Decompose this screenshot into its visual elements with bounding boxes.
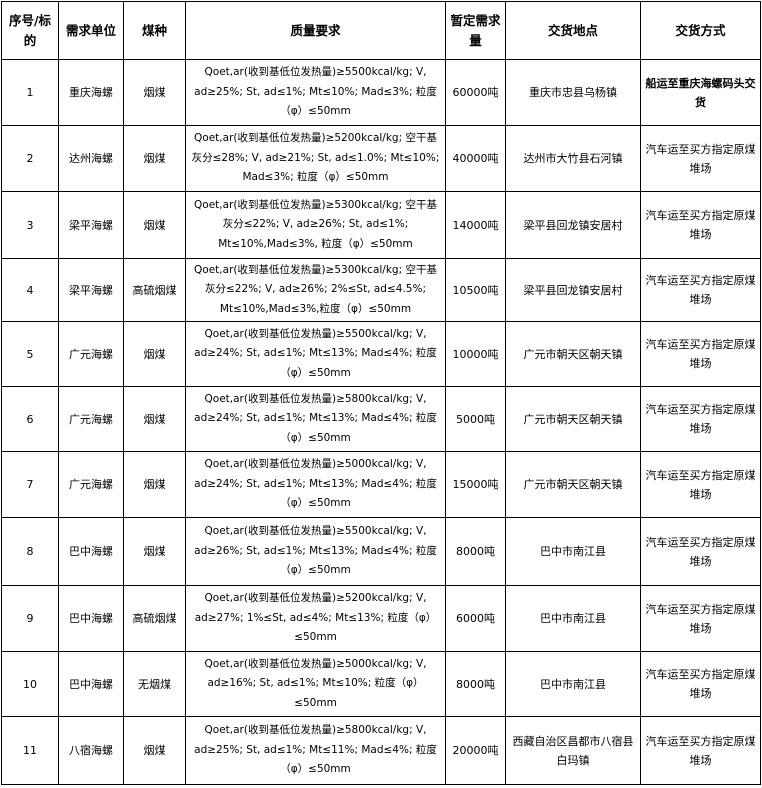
- cell-unit: 重庆海螺: [58, 59, 124, 126]
- cell-place: 西藏自治区昌都市八宿县白玛镇: [505, 716, 641, 785]
- table-row: 11 八宿海螺 烟煤 Qoet,ar(收到基低位发热量)≥5800kcal/kg; V…: [1, 716, 761, 785]
- cell-no: 8: [1, 517, 59, 586]
- cell-coal: 烟煤: [123, 321, 186, 387]
- table-row: 5 广元海螺 烟煤 Qoet,ar(收到基低位发热量)≥5500kcal/kg; V,…: [1, 321, 761, 387]
- cell-place: 广元市朝天区朝天镇: [505, 386, 641, 452]
- cell-unit: 广元海螺: [58, 386, 124, 452]
- cell-quality: Qoet,ar(收到基低位发热量)≥5500kcal/kg; V, ad≥24%…: [185, 321, 446, 387]
- cell-place: 梁平县回龙镇安居村: [505, 191, 641, 259]
- cell-unit: 巴中海螺: [58, 517, 124, 586]
- cell-coal: 烟煤: [123, 59, 186, 126]
- cell-unit: 梁平海螺: [58, 191, 124, 259]
- header-method: 交货方式: [640, 1, 761, 60]
- cell-method: 汽车运至买方指定原煤堆场: [640, 125, 761, 192]
- table-row: 8 巴中海螺 烟煤 Qoet,ar(收到基低位发热量)≥5500kcal/kg; V,…: [1, 517, 761, 586]
- header-no: 序号/标的: [1, 1, 59, 60]
- cell-place: 巴中市南江县: [505, 651, 641, 717]
- cell-no: 1: [1, 59, 59, 126]
- cell-method: 汽车运至买方指定原煤堆场: [640, 451, 761, 518]
- cell-qty: 14000吨: [445, 191, 506, 259]
- cell-place: 梁平县回龙镇安居村: [505, 258, 641, 322]
- cell-coal: 烟煤: [123, 716, 186, 785]
- cell-unit: 广元海螺: [58, 451, 124, 518]
- cell-quality: Qoet,ar(收到基低位发热量)≥5500kcal/kg; V, ad≥26%…: [185, 517, 446, 586]
- cell-coal: 烟煤: [123, 517, 186, 586]
- table-row: 3 梁平海螺 烟煤 Qoet,ar(收到基低位发热量)≥5300kcal/kg; 空干…: [1, 191, 761, 259]
- cell-unit: 八宿海螺: [58, 716, 124, 785]
- header-quality: 质量要求: [185, 1, 446, 60]
- cell-method: 汽车运至买方指定原煤堆场: [640, 517, 761, 586]
- header-coal: 煤种: [123, 1, 186, 60]
- cell-quality: Qoet,ar(收到基低位发热量)≥5300kcal/kg; 空干基灰分≤22%…: [185, 258, 446, 322]
- cell-qty: 40000吨: [445, 125, 506, 192]
- cell-no: 4: [1, 258, 59, 322]
- cell-place: 重庆市忠县乌杨镇: [505, 59, 641, 126]
- cell-quality: Qoet,ar(收到基低位发热量)≥5000kcal/kg; V, ad≥24%…: [185, 451, 446, 518]
- cell-coal: 烟煤: [123, 191, 186, 259]
- cell-place: 广元市朝天区朝天镇: [505, 451, 641, 518]
- cell-unit: 巴中海螺: [58, 585, 124, 652]
- cell-no: 5: [1, 321, 59, 387]
- cell-coal: 高硫烟煤: [123, 258, 186, 322]
- cell-quality: Qoet,ar(收到基低位发热量)≥5200kcal/kg; V, ad≥27%…: [185, 585, 446, 652]
- cell-method: 汽车运至买方指定原煤堆场: [640, 386, 761, 452]
- cell-method: 汽车运至买方指定原煤堆场: [640, 258, 761, 322]
- cell-quality: Qoet,ar(收到基低位发热量)≥5300kcal/kg; 空干基灰分≤22%…: [185, 191, 446, 259]
- table-row: 7 广元海螺 烟煤 Qoet,ar(收到基低位发热量)≥5000kcal/kg; V,…: [1, 451, 761, 518]
- cell-place: 广元市朝天区朝天镇: [505, 321, 641, 387]
- header-qty: 暂定需求量: [445, 1, 506, 60]
- cell-method: 汽车运至买方指定原煤堆场: [640, 716, 761, 785]
- table-row: 6 广元海螺 烟煤 Qoet,ar(收到基低位发热量)≥5800kcal/kg; V,…: [1, 386, 761, 452]
- cell-coal: 烟煤: [123, 125, 186, 192]
- cell-coal: 烟煤: [123, 451, 186, 518]
- cell-unit: 广元海螺: [58, 321, 124, 387]
- cell-no: 7: [1, 451, 59, 518]
- cell-place: 巴中市南江县: [505, 585, 641, 652]
- cell-coal: 高硫烟煤: [123, 585, 186, 652]
- cell-coal: 无烟煤: [123, 651, 186, 717]
- cell-coal: 烟煤: [123, 386, 186, 452]
- cell-qty: 15000吨: [445, 451, 506, 518]
- cell-unit: 达州海螺: [58, 125, 124, 192]
- cell-unit: 巴中海螺: [58, 651, 124, 717]
- cell-qty: 6000吨: [445, 585, 506, 652]
- header-unit: 需求单位: [58, 1, 124, 60]
- cell-qty: 8000吨: [445, 651, 506, 717]
- cell-unit: 梁平海螺: [58, 258, 124, 322]
- table-row: 9 巴中海螺 高硫烟煤 Qoet,ar(收到基低位发热量)≥5200kcal/kg; …: [1, 585, 761, 652]
- table-row: 1 重庆海螺 烟煤 Qoet,ar(收到基低位发热量)≥5500kcal/kg; V,…: [1, 59, 761, 126]
- cell-no: 10: [1, 651, 59, 717]
- cell-place: 达州市大竹县石河镇: [505, 125, 641, 192]
- cell-no: 11: [1, 716, 59, 785]
- cell-quality: Qoet,ar(收到基低位发热量)≥5200kcal/kg; 空干基灰分≤28%…: [185, 125, 446, 192]
- table-row: 2 达州海螺 烟煤 Qoet,ar(收到基低位发热量)≥5200kcal/kg; 空干…: [1, 125, 761, 192]
- cell-no: 6: [1, 386, 59, 452]
- cell-quality: Qoet,ar(收到基低位发热量)≥5800kcal/kg; V, ad≥24%…: [185, 386, 446, 452]
- cell-no: 2: [1, 125, 59, 192]
- cell-qty: 5000吨: [445, 386, 506, 452]
- cell-quality: Qoet,ar(收到基低位发热量)≥5800kcal/kg; V, ad≥25%…: [185, 716, 446, 785]
- cell-no: 3: [1, 191, 59, 259]
- cell-place: 巴中市南江县: [505, 517, 641, 586]
- cell-qty: 10500吨: [445, 258, 506, 322]
- table-row: 4 梁平海螺 高硫烟煤 Qoet,ar(收到基低位发热量)≥5300kcal/kg; …: [1, 258, 761, 322]
- cell-qty: 10000吨: [445, 321, 506, 387]
- cell-qty: 8000吨: [445, 517, 506, 586]
- cell-method: 汽车运至买方指定原煤堆场: [640, 585, 761, 652]
- header-place: 交货地点: [505, 1, 641, 60]
- cell-qty: 20000吨: [445, 716, 506, 785]
- cell-no: 9: [1, 585, 59, 652]
- table-row: 10 巴中海螺 无烟煤 Qoet,ar(收到基低位发热量)≥5000kcal/kg; …: [1, 651, 761, 717]
- cell-method: 汽车运至买方指定原煤堆场: [640, 651, 761, 717]
- cell-quality: Qoet,ar(收到基低位发热量)≥5500kcal/kg; V, ad≥25%…: [185, 59, 446, 126]
- header-row: 序号/标的 需求单位 煤种 质量要求 暂定需求量 交货地点 交货方式: [1, 1, 761, 60]
- cell-method: 汽车运至买方指定原煤堆场: [640, 321, 761, 387]
- cell-quality: Qoet,ar(收到基低位发热量)≥5000kcal/kg; V, ad≥16%…: [185, 651, 446, 717]
- cell-method: 船运至重庆海螺码头交货: [640, 59, 761, 126]
- cell-qty: 60000吨: [445, 59, 506, 126]
- cell-method: 汽车运至买方指定原煤堆场: [640, 191, 761, 259]
